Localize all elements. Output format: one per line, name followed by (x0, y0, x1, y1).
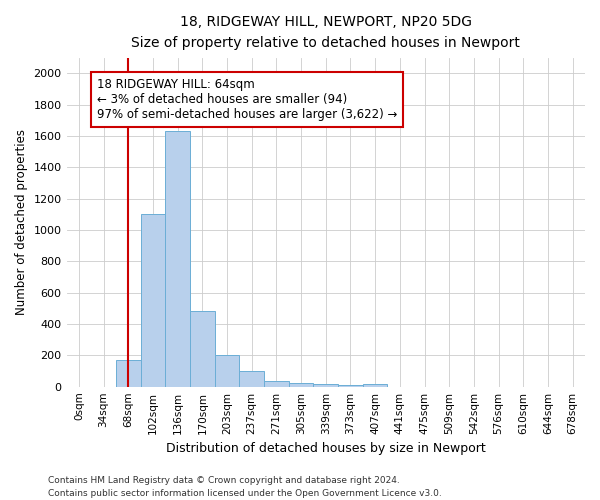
Y-axis label: Number of detached properties: Number of detached properties (15, 129, 28, 315)
Bar (239, 371, 264, 386)
Title: 18, RIDGEWAY HILL, NEWPORT, NP20 5DG
Size of property relative to detached house: 18, RIDGEWAY HILL, NEWPORT, NP20 5DG Siz… (131, 15, 520, 50)
Text: 18 RIDGEWAY HILL: 64sqm
← 3% of detached houses are smaller (94)
97% of semi-det: 18 RIDGEWAY HILL: 64sqm ← 3% of detached… (97, 78, 397, 121)
Bar (165, 132, 190, 386)
X-axis label: Distribution of detached houses by size in Newport: Distribution of detached houses by size … (166, 442, 485, 455)
Bar (116, 360, 140, 386)
Bar (215, 356, 239, 386)
Text: Contains HM Land Registry data © Crown copyright and database right 2024.
Contai: Contains HM Land Registry data © Crown c… (48, 476, 442, 498)
Bar (140, 214, 165, 386)
Bar (363, 384, 388, 386)
Bar (289, 383, 313, 386)
Bar (313, 384, 338, 386)
Bar (264, 380, 289, 386)
Bar (190, 312, 215, 386)
